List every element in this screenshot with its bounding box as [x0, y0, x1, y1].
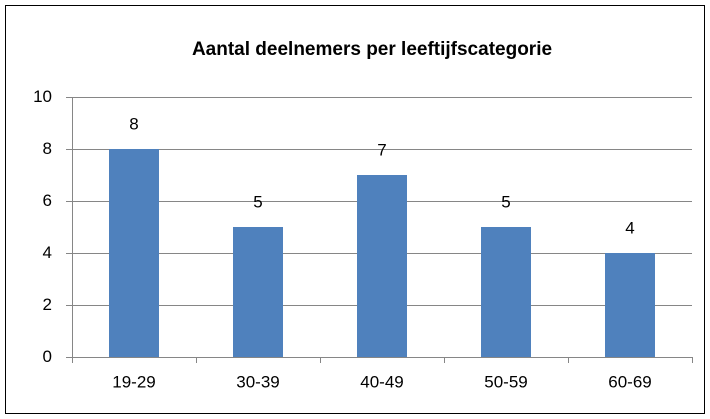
data-label: 8	[129, 114, 138, 133]
bar	[357, 175, 407, 357]
bar	[605, 253, 655, 357]
data-label: 5	[501, 192, 510, 211]
data-label: 4	[625, 218, 634, 237]
data-label: 5	[253, 192, 262, 211]
bar	[109, 149, 159, 357]
x-tick-label: 30-39	[236, 372, 279, 391]
data-label: 7	[377, 140, 386, 159]
x-tick-label: 19-29	[112, 372, 155, 391]
x-tick-label: 40-49	[360, 372, 403, 391]
y-tick-label: 4	[43, 243, 52, 262]
y-tick-label: 0	[43, 347, 52, 366]
chart-title: Aantal deelnemers per leeftijfscategorie	[192, 39, 552, 60]
y-tick-label: 8	[43, 139, 52, 158]
bar	[481, 227, 531, 357]
y-tick-label: 2	[43, 295, 52, 314]
x-tick-label: 60-69	[608, 372, 651, 391]
bar	[233, 227, 283, 357]
x-tick-label: 50-59	[484, 372, 527, 391]
y-tick-label: 10	[33, 87, 52, 106]
y-tick-label: 6	[43, 191, 52, 210]
